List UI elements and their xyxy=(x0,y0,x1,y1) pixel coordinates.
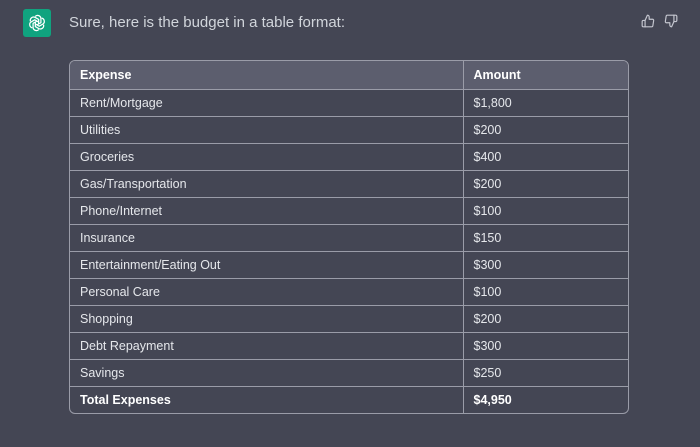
amount-cell: $300 xyxy=(462,332,628,360)
amount-cell: $200 xyxy=(462,116,628,144)
table-header-row: Expense Amount xyxy=(70,61,628,90)
table-row: Shopping $200 xyxy=(70,305,628,333)
table-row: Rent/Mortgage $1,800 xyxy=(70,89,628,117)
expense-cell: Savings xyxy=(70,359,463,387)
expense-cell: Insurance xyxy=(70,224,463,252)
amount-cell: $150 xyxy=(462,224,628,252)
expense-cell: Utilities xyxy=(70,116,463,144)
expense-cell: Personal Care xyxy=(70,278,463,306)
budget-table: Expense Amount Rent/Mortgage $1,800 Utili… xyxy=(69,60,629,414)
expense-cell: Shopping xyxy=(70,305,463,333)
table-row: Personal Care $100 xyxy=(70,278,628,306)
amount-cell: $300 xyxy=(462,251,628,279)
table-row: Gas/Transportation $200 xyxy=(70,170,628,198)
table-row: Debt Repayment $300 xyxy=(70,332,628,360)
expense-cell: Entertainment/Eating Out xyxy=(70,251,463,279)
expense-cell: Debt Repayment xyxy=(70,332,463,360)
feedback-buttons xyxy=(640,12,678,29)
amount-cell: $400 xyxy=(462,143,628,171)
message-text: Sure, here is the budget in a table form… xyxy=(69,14,345,31)
openai-logo-icon xyxy=(29,14,45,32)
expense-cell: Phone/Internet xyxy=(70,197,463,225)
table-row: Entertainment/Eating Out $300 xyxy=(70,251,628,279)
table-row: Savings $250 xyxy=(70,359,628,387)
thumbs-down-button[interactable] xyxy=(663,12,678,29)
assistant-avatar xyxy=(23,9,51,37)
amount-cell: $1,800 xyxy=(462,89,628,117)
table-row: Groceries $400 xyxy=(70,143,628,171)
column-header-expense: Expense xyxy=(70,61,463,90)
table-row: Utilities $200 xyxy=(70,116,628,144)
total-amount: $4,950 xyxy=(462,386,628,413)
amount-cell: $200 xyxy=(462,170,628,198)
thumbs-up-button[interactable] xyxy=(640,12,655,29)
expense-cell: Gas/Transportation xyxy=(70,170,463,198)
table-row: Phone/Internet $100 xyxy=(70,197,628,225)
thumbs-up-icon xyxy=(641,14,654,27)
amount-cell: $100 xyxy=(462,278,628,306)
total-row: Total Expenses $4,950 xyxy=(70,386,628,413)
column-header-amount: Amount xyxy=(462,61,628,90)
amount-cell: $100 xyxy=(462,197,628,225)
expense-cell: Groceries xyxy=(70,143,463,171)
expense-cell: Rent/Mortgage xyxy=(70,89,463,117)
table-row: Insurance $150 xyxy=(70,224,628,252)
amount-cell: $250 xyxy=(462,359,628,387)
total-label: Total Expenses xyxy=(80,392,171,407)
amount-cell: $200 xyxy=(462,305,628,333)
thumbs-down-icon xyxy=(664,14,677,27)
